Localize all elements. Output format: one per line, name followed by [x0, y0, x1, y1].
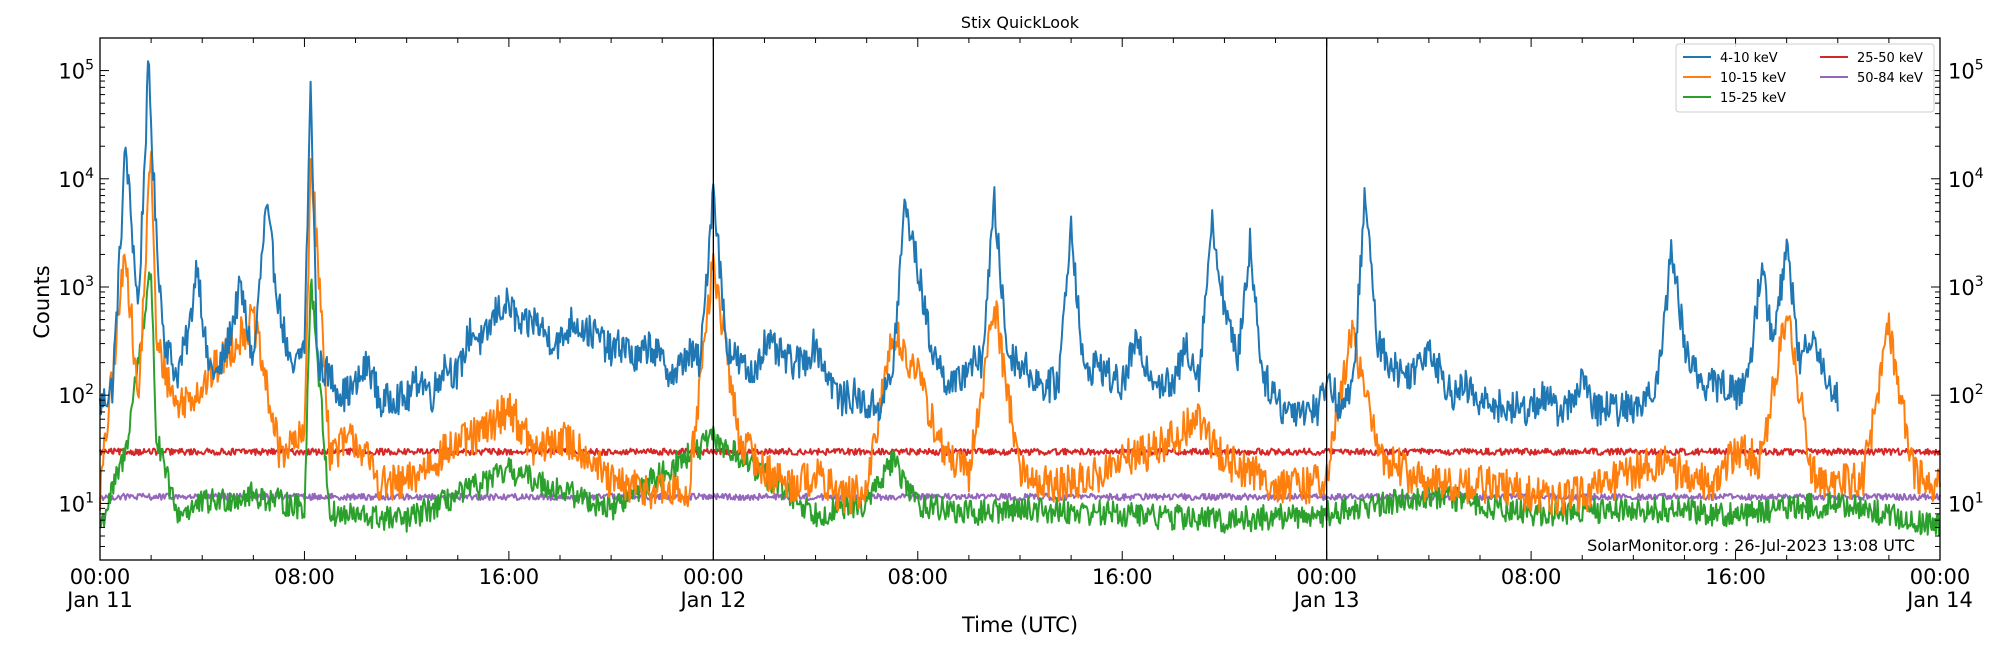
legend-label-15-25-kev: 15-25 keV — [1720, 91, 1786, 106]
series-line-10-15-kev — [99, 150, 1941, 516]
day-boundary-lines — [712, 38, 1328, 560]
series-layer — [99, 60, 1941, 537]
legend-label-10-15-kev: 10-15 keV — [1720, 71, 1786, 86]
x-tick-label-time: 08:00 — [1501, 565, 1562, 589]
series-line-4-10-kev — [99, 60, 1839, 427]
x-tick-label-time: 16:00 — [479, 565, 540, 589]
x-tick-label-time: 08:00 — [888, 565, 949, 589]
x-tick-label-time: 16:00 — [1705, 565, 1766, 589]
y-tick-label-left: 102 — [58, 382, 94, 408]
legend: 4-10 keV 10-15 keV 15-25 keV 25-50 keV 50-84… — [1675, 43, 1935, 113]
y-tick-label-left: 105 — [58, 58, 94, 84]
x-tick-label-time: 00:00 — [683, 565, 744, 589]
series-line-25-50-kev — [99, 447, 1941, 456]
x-tick-label-time: 16:00 — [1092, 565, 1153, 589]
y-axis-label: Counts — [30, 265, 54, 338]
x-tick-label-date: Jan 13 — [1292, 588, 1360, 612]
x-tick-label-time: 00:00 — [70, 565, 131, 589]
x-tick-label-date: Jan 12 — [678, 588, 746, 612]
y-tick-label-left: 101 — [58, 490, 94, 516]
y-tick-labels: 101 101 102 102 103 103 104 104 105 105 — [58, 58, 1983, 517]
solarmonitor-annotation: SolarMonitor.org : 26-Jul-2023 13:08 UTC — [1587, 536, 1915, 555]
x-tick-label-time: 08:00 — [274, 565, 335, 589]
y-tick-label-right: 102 — [1948, 382, 1984, 408]
axis-ticks — [99, 37, 1941, 561]
legend-label-25-50-kev: 25-50 keV — [1857, 51, 1923, 66]
y-tick-label-right: 104 — [1948, 166, 1984, 192]
x-axis-label: Time (UTC) — [961, 613, 1078, 637]
x-tick-label-time: 00:00 — [1910, 565, 1971, 589]
x-tick-label-time: 00:00 — [1296, 565, 1357, 589]
y-tick-label-left: 104 — [58, 166, 94, 192]
legend-label-4-10-kev: 4-10 keV — [1720, 51, 1778, 66]
series-line-15-25-kev — [99, 271, 1941, 537]
y-tick-label-right: 105 — [1948, 58, 1984, 84]
series-line-50-84-kev — [99, 492, 1941, 502]
y-tick-label-left: 103 — [58, 274, 94, 300]
x-tick-label-date: Jan 11 — [65, 588, 133, 612]
legend-label-50-84-kev: 50-84 keV — [1857, 71, 1923, 86]
y-tick-label-right: 101 — [1948, 490, 1984, 516]
legend-box — [1675, 43, 1935, 113]
chart-title: Stix QuickLook — [961, 13, 1080, 32]
x-tick-label-date: Jan 14 — [1905, 588, 1973, 612]
y-tick-label-right: 103 — [1948, 274, 1984, 300]
